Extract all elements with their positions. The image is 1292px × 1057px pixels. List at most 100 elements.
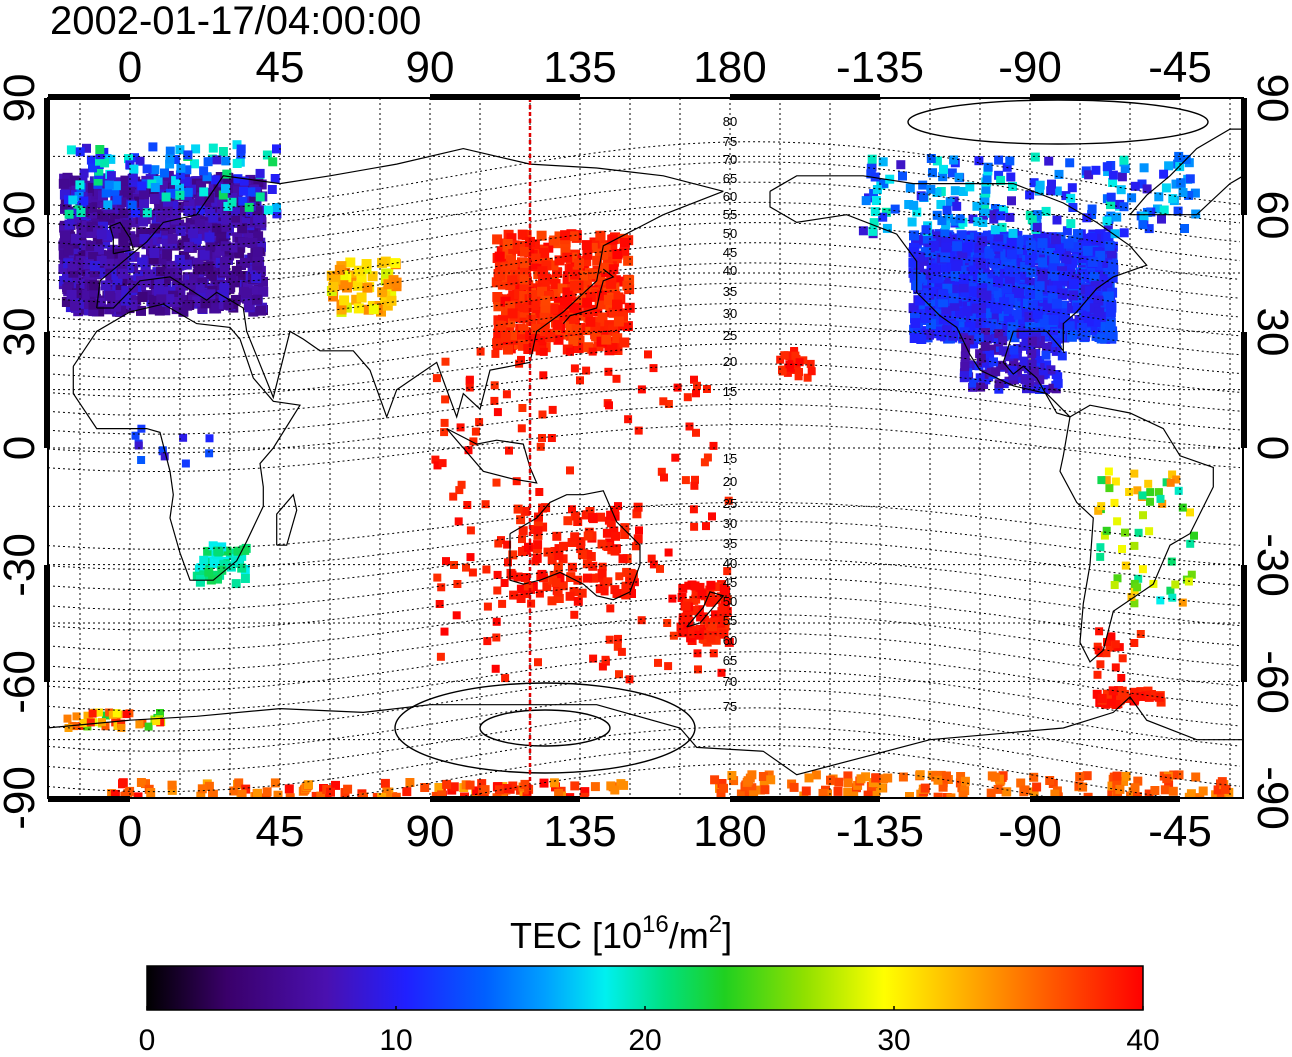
- tec-cell: [95, 156, 104, 166]
- tec-cell: [231, 206, 240, 216]
- tec-cell: [491, 664, 500, 673]
- tec-cell: [1052, 215, 1062, 225]
- tec-cell: [124, 154, 133, 164]
- tec-cell: [578, 263, 588, 274]
- tec-cell: [971, 303, 982, 314]
- frame-band-left: [44, 332, 50, 448]
- tec-cell: [449, 492, 458, 501]
- tec-cell: [598, 562, 607, 571]
- tec-cell: [941, 306, 952, 317]
- tec-cell: [1217, 777, 1227, 787]
- tec-cell: [511, 269, 522, 280]
- tec-cell: [920, 312, 931, 323]
- tec-cell: [188, 228, 199, 239]
- tec-cell: [611, 531, 620, 541]
- tec-cell: [1191, 772, 1201, 782]
- tec-cell: [921, 225, 931, 235]
- tec-cell: [345, 257, 356, 268]
- tec-cell: [568, 313, 579, 324]
- mlat-north-label: 65: [723, 171, 737, 186]
- tec-cell: [965, 270, 976, 281]
- tec-cell: [539, 347, 548, 356]
- tec-cell: [588, 561, 598, 571]
- tec-cell: [118, 268, 128, 279]
- mlat-south-label: 50: [723, 594, 737, 609]
- mlat-north-label: 30: [723, 306, 737, 321]
- tec-cell: [70, 300, 80, 311]
- tec-cell: [192, 296, 203, 307]
- tec-cell: [976, 382, 986, 392]
- tec-cell: [1046, 186, 1056, 196]
- tec-cell: [702, 522, 710, 531]
- tec-cell: [1045, 776, 1055, 785]
- tec-cell: [941, 232, 952, 243]
- tec-cell: [607, 240, 618, 251]
- tec-cell: [583, 342, 594, 353]
- tec-cell: [142, 208, 152, 218]
- tec-cell: [94, 708, 103, 717]
- tec-cell: [258, 276, 268, 287]
- tec-cell: [1005, 156, 1015, 166]
- tec-cell: [493, 301, 504, 312]
- tec-cell: [582, 249, 593, 260]
- tec-cell: [585, 291, 596, 302]
- tec-cell: [789, 782, 799, 792]
- tec-cell: [208, 541, 218, 551]
- tec-cell: [356, 292, 367, 303]
- tec-cell: [548, 260, 559, 271]
- tec-cell: [270, 778, 280, 788]
- tec-cell: [929, 286, 940, 297]
- tec-cell: [118, 227, 129, 238]
- tec-cell: [1013, 244, 1023, 255]
- tec-cell: [66, 145, 76, 155]
- mlat-contour: [48, 726, 1241, 793]
- tec-cell: [997, 222, 1007, 232]
- tec-cell: [721, 586, 731, 596]
- tec-cell: [1057, 351, 1067, 361]
- tec-cell: [262, 787, 272, 797]
- tec-cell: [1187, 570, 1196, 579]
- tec-cell: [1083, 316, 1094, 326]
- tec-cell: [219, 256, 230, 267]
- tec-cell: [941, 262, 951, 273]
- tec-cell: [552, 531, 562, 541]
- tec-cell: [1010, 296, 1021, 307]
- tec-cell: [905, 792, 914, 798]
- tec-cell: [994, 252, 1005, 263]
- tec-cell: [1100, 531, 1109, 540]
- tec-cell: [105, 273, 116, 284]
- tec-cell: [976, 353, 986, 363]
- tec-cell: [621, 590, 631, 600]
- tec-cell: [613, 642, 622, 651]
- tec-cell: [1053, 378, 1063, 388]
- tec-cell: [619, 780, 629, 790]
- colorbar: TEC [1016/m2] 0 10 20 30 40: [139, 911, 1160, 1057]
- tec-cell: [1043, 277, 1054, 288]
- tec-cell: [843, 771, 853, 781]
- tec-cell: [472, 786, 482, 796]
- mlat-south-label: 15: [723, 451, 737, 466]
- tec-cell: [1037, 269, 1048, 280]
- tec-cell: [946, 793, 956, 798]
- tec-cell: [1108, 259, 1118, 270]
- tec-cell: [583, 550, 593, 559]
- tec-cell: [99, 210, 110, 221]
- tec-cell: [954, 172, 964, 182]
- tec-cell: [520, 779, 530, 789]
- tec-cell: [1005, 212, 1015, 222]
- tec-cell: [521, 573, 530, 582]
- tec-cell: [569, 280, 580, 291]
- tec-cell: [916, 334, 927, 344]
- tec-cell: [948, 330, 959, 341]
- tec-cell: [1107, 632, 1116, 641]
- tec-cell: [1107, 331, 1118, 341]
- tec-cell: [240, 181, 251, 192]
- tec-cell: [606, 604, 615, 613]
- tec-cell: [807, 367, 816, 376]
- tec-cell: [990, 225, 1000, 235]
- tec-cell: [863, 790, 873, 798]
- tec-cell: [1006, 172, 1016, 182]
- tec-cell: [568, 505, 576, 514]
- tec-cell: [1042, 342, 1051, 352]
- tec-cell: [705, 585, 715, 595]
